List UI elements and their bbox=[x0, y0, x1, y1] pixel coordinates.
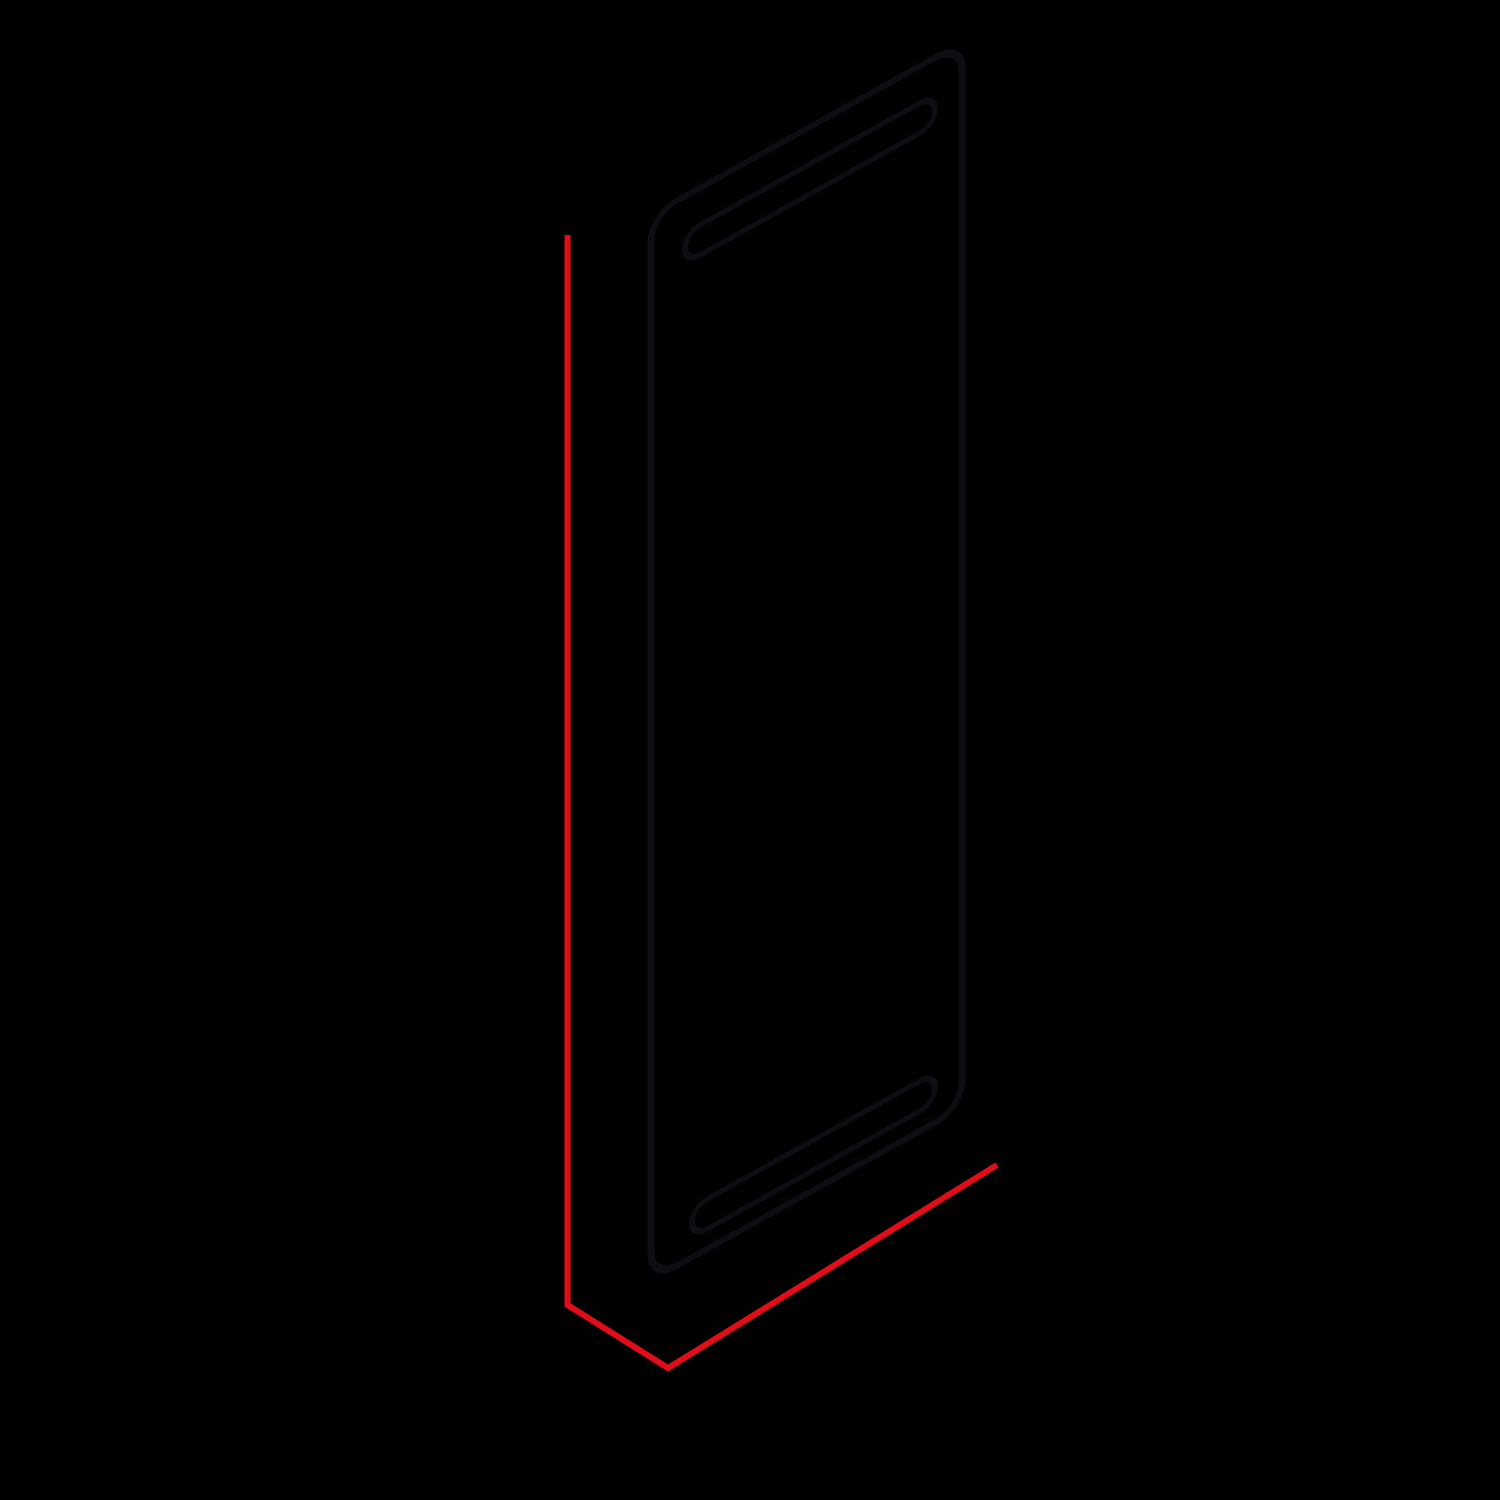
panel-body-outline bbox=[647, 49, 966, 1274]
red-dimension-polyline bbox=[564, 235, 999, 1372]
panel-outline-group bbox=[647, 49, 966, 1274]
panel-top-slot-outline bbox=[682, 97, 938, 261]
panel-bottom-slot-outline bbox=[689, 1075, 938, 1235]
